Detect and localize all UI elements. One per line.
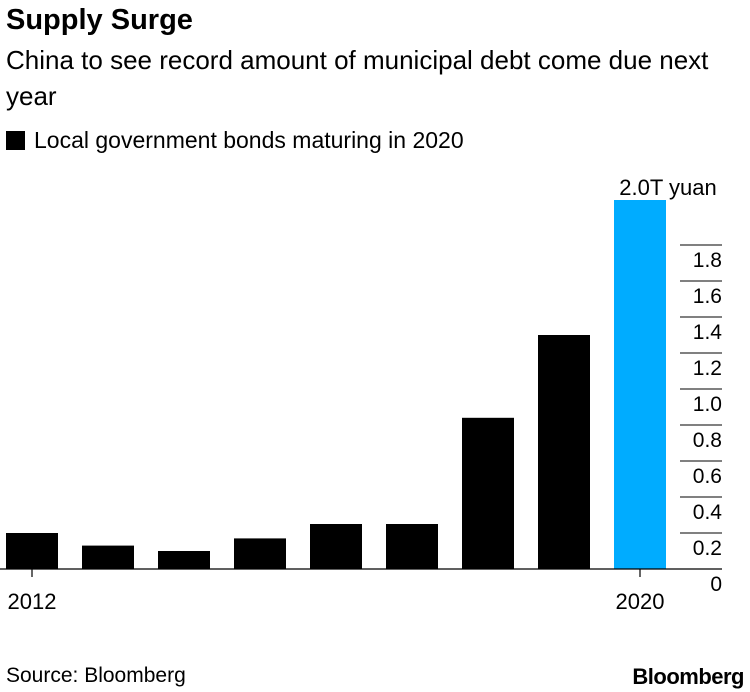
- bar-2016: [310, 524, 362, 569]
- y-tick-label-1.4: 1.4: [693, 321, 723, 344]
- bar-2015: [234, 538, 286, 569]
- y-tick-label-1.6: 1.6: [693, 285, 722, 308]
- y-axis: 0 0.2 0.4 0.6 0.8 1.0 1.2 1.4 1.6 1.8: [680, 244, 723, 596]
- source-note: Source: Bloomberg: [6, 664, 186, 687]
- y-tick-label-1.8: 1.8: [693, 249, 722, 272]
- bar-2014: [158, 551, 210, 569]
- brand-logo: Bloomberg: [632, 664, 744, 689]
- bar-2020: [614, 200, 666, 569]
- bar-2019: [538, 335, 590, 569]
- annotations: 2.0T yuan: [619, 175, 716, 200]
- bar-2012: [6, 533, 58, 569]
- y-tick-label-1.0: 1.0: [693, 393, 722, 416]
- chart-subtitle: China to see record amount of municipal …: [6, 45, 709, 111]
- y-tick-label-0.4: 0.4: [693, 501, 723, 524]
- legend-swatch: [6, 131, 25, 150]
- bar-2017: [386, 524, 438, 569]
- x-axis: 2012 2020: [0, 568, 722, 614]
- x-tick-label-2012: 2012: [8, 589, 57, 614]
- y-tick-label-0: 0: [710, 573, 722, 596]
- y-tick-label-0.8: 0.8: [693, 429, 722, 452]
- y-tick-label-1.2: 1.2: [693, 357, 722, 380]
- y-tick-label-0.6: 0.6: [693, 465, 722, 488]
- bar-2013: [82, 545, 134, 569]
- legend-label: Local government bonds maturing in 2020: [34, 127, 464, 153]
- x-tick-label-2020: 2020: [616, 589, 665, 614]
- legend: Local government bonds maturing in 2020: [6, 127, 464, 154]
- bar-2018: [462, 417, 514, 569]
- bars: [6, 200, 666, 569]
- highlight-value-label: 2.0T yuan: [619, 175, 716, 200]
- chart-title: Supply Surge: [6, 4, 193, 36]
- y-tick-label-0.2: 0.2: [693, 537, 722, 560]
